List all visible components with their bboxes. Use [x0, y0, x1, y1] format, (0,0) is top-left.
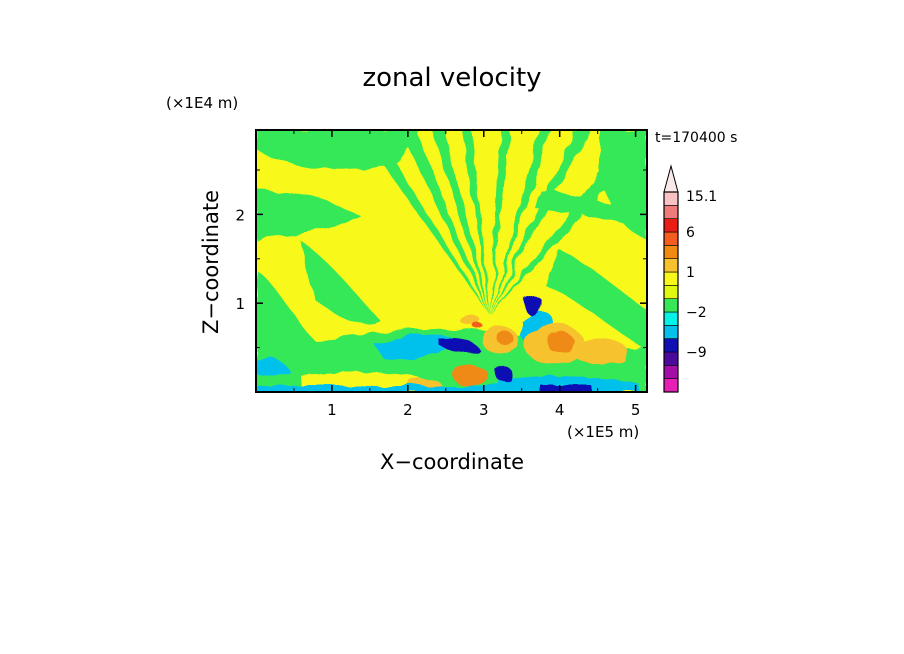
colorbar-label: 15.1 [686, 189, 717, 205]
colorbar-segment [663, 218, 679, 233]
region-right-band [545, 250, 647, 350]
colorbar: 15.1 6 1 −2 −9 [663, 164, 717, 393]
blob-orange-low [452, 365, 488, 385]
colorbar-segment [663, 245, 679, 259]
region-terrain-strip [256, 385, 500, 392]
ray-6 [490, 130, 590, 315]
region-mid-left [300, 240, 380, 324]
x-axis-ticks: 1 2 3 4 5 [293, 130, 641, 419]
blob-orange-mid-core [497, 331, 513, 345]
colorbar-segment [663, 311, 679, 326]
region-upper-band-left [256, 190, 360, 240]
colorbar-segment [663, 285, 679, 299]
x-tick-label: 5 [631, 401, 641, 419]
x-tick-label: 2 [403, 401, 413, 419]
chart-title: zonal velocity [362, 63, 541, 93]
plot-frame [255, 129, 648, 393]
y-tick-label: 1 [235, 295, 245, 313]
blob-navy-bottom [495, 366, 513, 383]
ray-5 [490, 130, 552, 315]
colorbar-segment [663, 351, 679, 366]
colorbar-extend-arrow [663, 164, 679, 193]
colorbar-segment [663, 258, 679, 273]
blob-red-small [473, 323, 483, 329]
region-upper-band [256, 130, 420, 171]
y-axis-ticks: 12 [235, 169, 647, 349]
blob-orange-upper [460, 315, 480, 325]
ray-3 [462, 130, 490, 315]
x-unit-label: (×1E5 m) [567, 423, 639, 441]
x-tick-label: 4 [555, 401, 565, 419]
colorbar-segment [663, 325, 679, 339]
x-tick-label: 1 [327, 401, 337, 419]
colorbar-label: 1 [686, 265, 695, 281]
ray-1 [400, 130, 490, 315]
colorbar-segment [663, 298, 679, 313]
blob-orange-far-right [572, 340, 628, 364]
colorbar-frame [663, 191, 679, 393]
colorbar-label: 6 [686, 225, 695, 241]
ray-7 [490, 160, 620, 315]
region-left-lobe [256, 270, 320, 350]
ray-8 [380, 150, 490, 315]
colorbar-segment [663, 191, 679, 206]
ray-4 [490, 130, 510, 315]
y-tick-label: 2 [235, 206, 245, 224]
colorbar-label: −9 [686, 345, 707, 361]
time-label: t=170400 s [655, 130, 737, 146]
colorbar-segment [663, 231, 679, 246]
colorbar-segment [663, 378, 679, 393]
colorbar-segment [663, 205, 679, 219]
y-axis-label: Z−coordinate [199, 190, 223, 334]
colorbar-label: −2 [686, 305, 707, 321]
contour-field [256, 130, 647, 392]
blob-navy-right [524, 296, 542, 315]
colorbar-segment [663, 338, 679, 353]
blob-orange-right-core [546, 332, 574, 352]
y-unit-label: (×1E4 m) [166, 94, 238, 112]
blob-navy-base [540, 384, 590, 392]
x-tick-label: 3 [479, 401, 489, 419]
colorbar-segment [663, 271, 679, 286]
region-cyan-far-left [256, 358, 290, 376]
colorbar-segment [663, 365, 679, 379]
ray-2 [432, 130, 490, 315]
region-cyan-left [375, 334, 460, 360]
x-axis-label: X−coordinate [380, 450, 524, 474]
region-right-top-band [535, 190, 647, 230]
blob-navy-left [440, 338, 480, 353]
